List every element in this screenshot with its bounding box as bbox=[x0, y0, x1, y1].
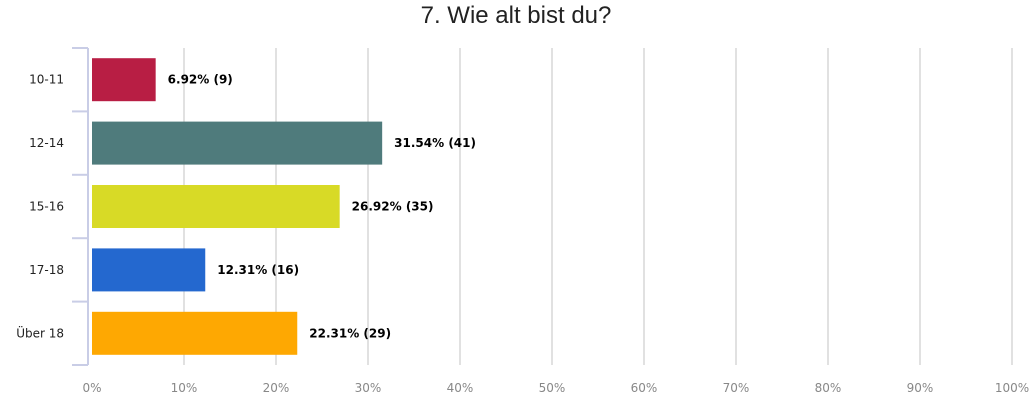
x-tick-label: 60% bbox=[631, 381, 658, 395]
data-labels: 6.92% (9) 31.54% (41) 26.92% (35) 12.31% (1… bbox=[168, 73, 476, 341]
category-label: 10-11 bbox=[29, 73, 64, 87]
x-tick-label: 50% bbox=[539, 381, 566, 395]
x-tick-label: 100% bbox=[995, 381, 1029, 395]
bar bbox=[92, 311, 298, 355]
x-tick-label: 40% bbox=[447, 381, 474, 395]
x-tick-labels: 0% 10% 20% 30% 40% 50% 60% 70% 80% 90% 100% bbox=[82, 381, 1029, 395]
bars bbox=[92, 58, 383, 355]
category-label: 17-18 bbox=[29, 263, 64, 277]
x-tick-label: 20% bbox=[263, 381, 290, 395]
category-label: Über 18 bbox=[16, 324, 64, 340]
bar bbox=[92, 58, 156, 102]
data-label: 26.92% (35) bbox=[352, 200, 434, 214]
x-tick-label: 80% bbox=[815, 381, 842, 395]
data-label: 6.92% (9) bbox=[168, 73, 233, 87]
y-axis bbox=[72, 47, 89, 366]
x-tick-label: 30% bbox=[355, 381, 382, 395]
data-label: 31.54% (41) bbox=[394, 136, 476, 150]
x-tick-label: 90% bbox=[907, 381, 934, 395]
x-tick-label: 70% bbox=[723, 381, 750, 395]
bar bbox=[92, 185, 340, 228]
data-label: 22.31% (29) bbox=[309, 326, 391, 340]
bar bbox=[92, 121, 383, 165]
x-tick-label: 0% bbox=[82, 381, 101, 395]
category-labels: 10-11 12-14 15-16 17-18 Über 18 bbox=[16, 73, 64, 341]
bar bbox=[92, 248, 206, 292]
x-tick-label: 10% bbox=[171, 381, 198, 395]
chart-title: 7. Wie alt bist du? bbox=[420, 2, 612, 29]
data-label: 12.31% (16) bbox=[217, 263, 299, 277]
category-label: 15-16 bbox=[29, 200, 64, 214]
category-label: 12-14 bbox=[29, 136, 64, 150]
